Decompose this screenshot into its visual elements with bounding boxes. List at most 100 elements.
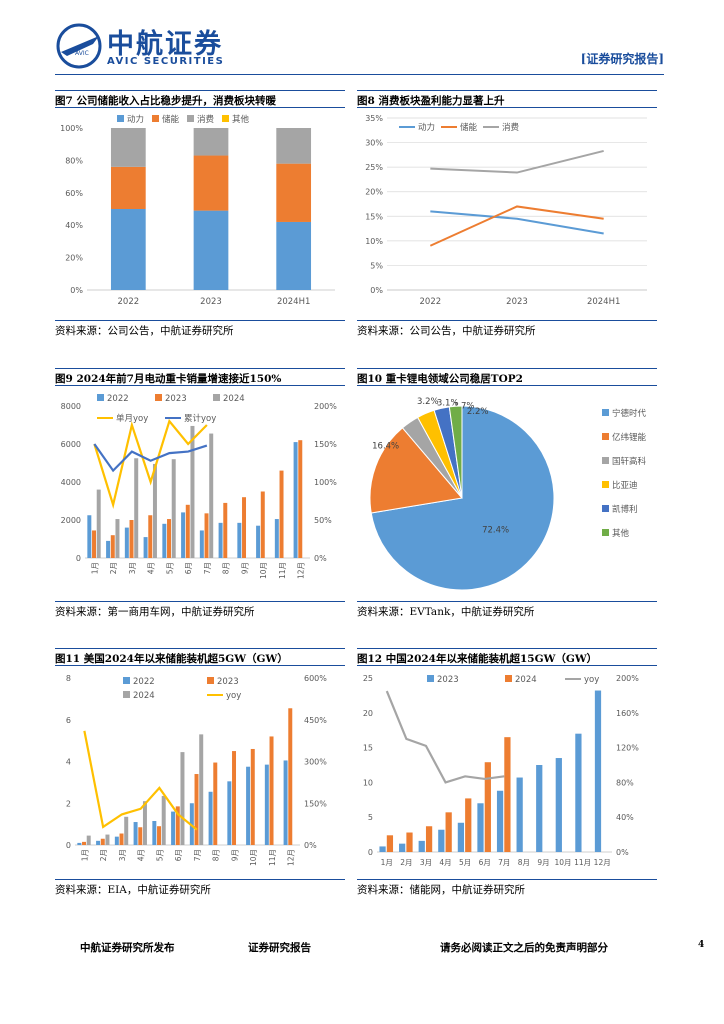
source-divider: [55, 879, 345, 880]
pie-data-label: 16.4%: [372, 441, 399, 451]
x-tick-label: 2023: [200, 297, 222, 307]
y-tick-label: 5: [368, 813, 373, 822]
y2-tick-label: 600%: [304, 674, 327, 683]
bar-2024: [134, 458, 139, 558]
bar-2022: [114, 836, 119, 845]
header-divider: [55, 74, 664, 75]
y2-tick-label: 40%: [616, 813, 634, 822]
bar-2022: [274, 519, 279, 558]
x-tick-label: 7月: [203, 562, 212, 574]
y-tick-label: 2: [66, 799, 71, 808]
legend-swatch: [123, 691, 130, 698]
x-tick-label: 8月: [518, 858, 530, 867]
x-tick-label: 2月: [400, 858, 412, 867]
plane-logo-icon: AVIC: [56, 23, 102, 69]
bar-2024: [171, 459, 176, 558]
bar-2024: [386, 835, 394, 852]
x-tick-label: 5月: [155, 849, 164, 861]
x-tick-label: 9月: [537, 858, 549, 867]
y-tick-label: 4: [66, 758, 71, 767]
bar-2024: [425, 826, 433, 852]
y-tick-label: 100%: [60, 124, 83, 133]
bar-2024: [161, 795, 166, 845]
bar-消费: [110, 128, 146, 167]
legend-label: 单月yoy: [116, 413, 148, 424]
legend-label: 消费: [197, 114, 215, 125]
legend-label: 其他: [232, 114, 250, 125]
legend-label: 2023: [165, 394, 187, 404]
bar-2023: [418, 840, 425, 852]
bar-2023: [279, 470, 284, 558]
x-tick-label: 10月: [555, 858, 572, 867]
x-tick-label: 7月: [193, 849, 202, 861]
x-tick-label: 10月: [259, 562, 268, 579]
y-tick-label: 25%: [365, 163, 383, 172]
y-tick-label: 0: [76, 554, 81, 563]
source-divider: [357, 320, 657, 321]
x-tick-label: 2022: [118, 297, 140, 307]
bar-2024: [105, 834, 110, 845]
legend-swatch: [155, 394, 162, 401]
legend-swatch: [152, 115, 159, 122]
x-tick-label: 2022: [420, 297, 442, 307]
legend-label: 亿纬锂能: [612, 432, 647, 443]
legend-label: 动力: [418, 122, 435, 133]
legend-label: 2022: [133, 677, 155, 687]
x-tick-label: 1月: [80, 849, 89, 861]
x-tick-label: 9月: [240, 562, 249, 574]
bar-2024: [504, 737, 511, 852]
bar-消费: [276, 128, 312, 164]
y2-tick-label: 150%: [314, 440, 337, 449]
bar-2023: [399, 843, 406, 852]
x-tick-label: 2023: [506, 297, 528, 307]
legend-label: 2022: [107, 394, 129, 404]
legend-label: 动力: [127, 114, 144, 125]
x-tick-label: 2024H1: [277, 297, 310, 307]
y-tick-label: 20: [363, 709, 373, 718]
bar-2022: [293, 442, 298, 558]
bar-2023: [100, 838, 105, 845]
source-divider: [55, 320, 345, 321]
bar-2023: [148, 515, 153, 558]
figure-8: 图8 消费板块盈利能力显著上升 0% 5% 10% 15% 20% 25% 30% 35% 动力…: [357, 90, 657, 340]
bar-2022: [171, 811, 176, 845]
legend-swatch: [602, 457, 609, 464]
figure-source: 资料来源：第一商用车网，中航证券研究所: [55, 606, 255, 618]
bar-2023: [138, 827, 143, 845]
bar-2024: [96, 489, 101, 558]
bar-2023: [575, 733, 582, 852]
bar-2023: [288, 708, 293, 845]
x-tick-label: 3月: [420, 858, 432, 867]
y2-tick-label: 0%: [304, 841, 317, 850]
bar-动力: [276, 221, 312, 290]
y-tick-label: 0%: [370, 286, 383, 295]
fig7-chart: 0% 20% 40% 60% 80% 100% 动力 储能 消费 其他 2022 2023 2024H1: [60, 114, 335, 307]
x-tick-label: 2024H1: [587, 297, 620, 307]
bar-2022: [237, 522, 242, 558]
figure-title: 图12 中国2024年以来储能装机超15GW（GW）: [357, 648, 657, 666]
bar-2023: [555, 758, 562, 852]
x-tick-label: 10月: [249, 849, 258, 866]
bar-2023: [232, 751, 237, 845]
figure-source: 资料来源：EIA，中航证券研究所: [55, 884, 211, 896]
legend-swatch: [505, 675, 512, 682]
legend-swatch: [602, 529, 609, 536]
bar-2022: [218, 522, 223, 558]
bar-2023: [119, 833, 124, 845]
y-tick-label: 6000: [61, 440, 81, 449]
bar-2023: [438, 829, 445, 852]
y-tick-label: 20%: [365, 188, 383, 197]
figure-10: 图10 重卡锂电领域公司稳居TOP2 72.4% 16.4% 3.2% 3.1% 2.7…: [357, 368, 657, 623]
bar-2024: [152, 463, 157, 558]
bar-2022: [77, 842, 82, 845]
bar-2024: [86, 835, 91, 845]
x-tick-label: 11月: [574, 858, 591, 867]
legend-label: 其他: [612, 528, 630, 539]
bar-2022: [96, 840, 101, 845]
bar-2022: [283, 760, 288, 845]
bar-2023: [204, 513, 209, 558]
fig8-chart: 0% 5% 10% 15% 20% 25% 30% 35% 动力 储能 消费 2022 2023 2024…: [365, 114, 647, 307]
y2-tick-label: 450%: [304, 716, 327, 725]
legend-label: yoy: [584, 675, 599, 685]
fig11-chart: 0 2 4 6 8 0% 150% 300% 450% 600% 1月 2月 3月 4月 5月 6月 7月 8月 9…: [66, 674, 327, 866]
